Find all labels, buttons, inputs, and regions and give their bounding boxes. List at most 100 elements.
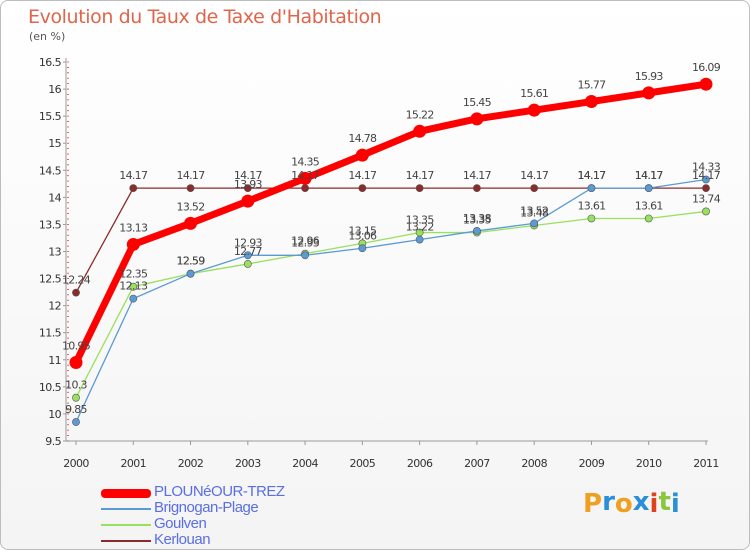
data-label: 13.52 (520, 204, 548, 217)
legend-swatch (101, 524, 151, 526)
data-label-layer: 10.95 13.13 13.52 13.93 14.35 14.78 15.22 15.45… (62, 61, 721, 416)
data-label: 12.35 (119, 268, 148, 281)
data-label: 13.13 (119, 221, 148, 234)
data-label: 14.17 (577, 169, 606, 182)
proxiti-logo: Proxiti (583, 487, 680, 519)
y-tick-label: 16.5 (39, 56, 62, 69)
y-tick-label: 10 (48, 408, 61, 421)
data-label: 15.77 (577, 79, 606, 92)
legend-label: Goulven (154, 515, 207, 532)
x-tick-label: 2004 (292, 457, 318, 470)
data-point (702, 207, 710, 216)
data-point (527, 103, 541, 117)
data-label: 13.38 (463, 212, 492, 225)
y-tick-label: 11 (48, 354, 61, 367)
data-label: 14.17 (577, 169, 606, 182)
legend-swatch (101, 508, 151, 510)
legend-swatch (101, 488, 151, 498)
data-label: 15.45 (463, 96, 492, 109)
y-tick-label: 12 (48, 300, 61, 313)
data-label: 12.93 (234, 236, 263, 249)
x-tick-label: 2005 (350, 457, 376, 470)
data-label: 14.17 (291, 169, 320, 182)
data-label: 12.93 (291, 236, 320, 249)
y-tick-label: 16 (48, 83, 61, 96)
data-point (72, 288, 80, 297)
data-point (129, 184, 138, 193)
data-label: 12.96 (291, 235, 320, 248)
data-point (702, 184, 710, 193)
logo-letter: i (649, 489, 659, 519)
data-label: 16.09 (692, 61, 721, 74)
series-line (72, 80, 710, 366)
data-point (470, 112, 484, 126)
y-tick-label: 13.5 (39, 218, 62, 231)
data-label: 12.13 (119, 280, 148, 293)
y-tick-label: 11.5 (39, 327, 62, 340)
data-point (355, 148, 369, 162)
data-point (243, 260, 252, 268)
x-tick-label: 2008 (521, 457, 547, 470)
legend-label: PLOUNéOUR-TREZ (154, 483, 285, 500)
series-line (75, 187, 707, 294)
data-point (587, 214, 596, 223)
data-point (129, 282, 138, 291)
data-label: 14.17 (234, 169, 263, 182)
x-tick-label: 2000 (63, 457, 89, 470)
data-label: 13.52 (177, 200, 205, 213)
y-tick-label: 13 (48, 246, 61, 259)
y-tick-label: 12.5 (39, 273, 62, 286)
data-point (415, 184, 424, 193)
axes: 9.51010.51111.51212.51313.51414.51515.51… (39, 56, 719, 470)
data-label: 12.24 (62, 274, 91, 287)
data-label: 13.61 (577, 199, 605, 212)
data-point (126, 237, 140, 251)
x-tick-label: 2001 (120, 457, 146, 470)
data-label: 14.17 (635, 169, 664, 182)
y-tick-label: 14.5 (39, 164, 62, 177)
logo-letter: t (658, 487, 671, 517)
data-label: 13.22 (406, 221, 434, 234)
series-line (75, 178, 707, 423)
x-tick-label: 2003 (235, 457, 261, 470)
data-point (358, 184, 367, 193)
data-point (243, 184, 252, 193)
y-tick-label: 10.5 (39, 381, 62, 394)
x-tick-label: 2006 (407, 457, 433, 470)
data-point (413, 124, 427, 138)
data-point (530, 184, 539, 193)
data-label: 13.74 (692, 192, 721, 205)
data-label: 12.77 (234, 245, 263, 258)
data-label: 14.17 (635, 169, 664, 182)
data-point (642, 86, 656, 100)
data-label: 12.59 (177, 255, 206, 268)
data-point (186, 269, 195, 278)
data-point (644, 214, 653, 223)
chart-title: Evolution du Taux de Taxe d'Habitation (28, 6, 382, 28)
data-label: 14.17 (406, 169, 435, 182)
x-tick-label: 2010 (636, 457, 662, 470)
data-label: 14.17 (692, 169, 721, 182)
data-label: 13.35 (463, 214, 492, 227)
x-tick-label: 2007 (464, 457, 490, 470)
x-tick-label: 2002 (178, 457, 204, 470)
data-label: 15.22 (406, 108, 434, 121)
data-label: 14.17 (348, 169, 377, 182)
data-point (644, 184, 653, 193)
data-point (298, 171, 312, 185)
data-label: 13.48 (520, 207, 549, 220)
data-point (530, 219, 539, 228)
data-point (587, 184, 596, 193)
logo-letter: P (583, 489, 603, 519)
data-label: 14.17 (463, 169, 492, 182)
data-point (243, 251, 252, 260)
data-point (301, 184, 309, 193)
data-point (415, 235, 424, 244)
x-tick-label: 2009 (579, 457, 605, 470)
data-label: 10.95 (62, 339, 91, 352)
data-point (702, 175, 710, 184)
data-label: 14.35 (291, 155, 320, 168)
logo-letter: r (602, 487, 615, 517)
